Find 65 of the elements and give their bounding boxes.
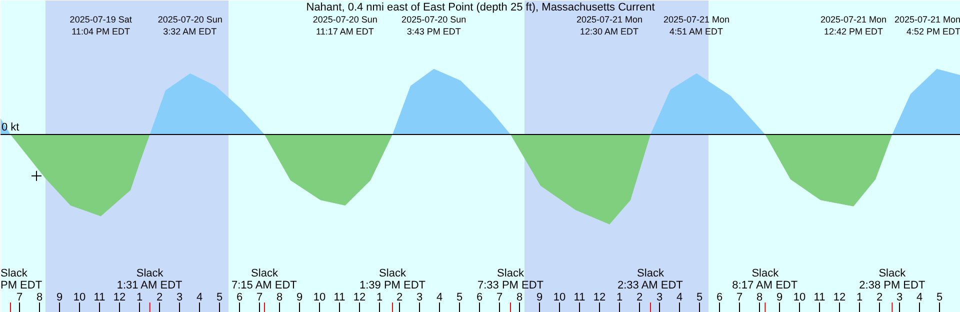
x-tick-label: 12 xyxy=(833,292,846,304)
x-tick-label: 11 xyxy=(94,292,106,304)
annotation: Slack 1:39 PM EDT xyxy=(359,268,426,292)
x-tick-label: 11 xyxy=(574,292,586,304)
x-tick-label: 8 xyxy=(276,292,283,304)
annotation: Slack 7:33 PM EDT xyxy=(477,268,544,292)
x-tick-label: 3 xyxy=(896,292,903,304)
x-tick-label: 1 xyxy=(616,292,623,304)
annotation: Slack 1:31 AM EDT xyxy=(116,268,183,292)
text: 2025-07-21 Mon 12:42 PM EDT xyxy=(820,14,887,36)
text: 2025-07-19 Sat 11:04 PM EDT xyxy=(70,14,132,36)
x-tick-label: 5 xyxy=(216,292,223,304)
text: 2025-07-21 Mon 12:30 AM EDT xyxy=(576,14,643,36)
text: 2025-07-20 Sun 3:43 PM EDT xyxy=(402,14,466,36)
x-tick-label: 3 xyxy=(416,292,423,304)
x-tick-label: 5 xyxy=(936,292,943,304)
x-tick-label: 4 xyxy=(196,292,203,304)
x-tick-label: 2 xyxy=(876,292,883,304)
annotation: 0 kt xyxy=(2,122,20,134)
x-tick-label: 10 xyxy=(793,292,806,304)
x-tick-label: 4 xyxy=(676,292,683,304)
x-tick-label: 1 xyxy=(376,292,383,304)
x-tick-label: 2 xyxy=(156,292,163,304)
x-tick-label: 9 xyxy=(296,292,303,304)
x-tick-label: 2 xyxy=(636,292,643,304)
x-tick-label: 8 xyxy=(36,292,43,304)
text: 2025-07-21 Mon 4:51 AM EDT xyxy=(663,14,730,36)
x-tick-label: 9 xyxy=(776,292,783,304)
x-tick-label: 3 xyxy=(176,292,183,304)
x-tick-label: 2 xyxy=(396,292,403,304)
text: 2025-07-20 Sun 3:32 AM EDT xyxy=(158,14,222,36)
x-tick-label: 6 xyxy=(236,292,243,304)
x-tick-label: 8 xyxy=(756,292,763,304)
annotation: Slack 2:38 PM EDT xyxy=(859,268,926,292)
x-tick-label: 10 xyxy=(313,292,326,304)
x-tick-label: 7 xyxy=(496,292,503,304)
x-tick-label: 11 xyxy=(814,292,826,304)
x-tick-label: 8 xyxy=(516,292,523,304)
annotation: Slack 2:33 AM EDT xyxy=(617,268,684,292)
x-tick-label: 6 xyxy=(716,292,723,304)
x-tick-label: 7 xyxy=(16,292,23,304)
annotation: Slack 8:17 AM EDT xyxy=(732,268,798,292)
text: 2025-07-21 Mon 4:52 PM EDT xyxy=(894,14,960,36)
chart-title: Nahant, 0.4 nmi east of East Point (depth 25 ft), Massachusetts Current xyxy=(306,2,655,14)
x-tick-label: 10 xyxy=(553,292,566,304)
text: 2025-07-20 Sun 11:17 AM EDT xyxy=(312,14,378,36)
x-tick-label: 10 xyxy=(73,292,86,304)
x-tick-label: 6 xyxy=(476,292,483,304)
x-tick-label: 7 xyxy=(256,292,263,304)
text: Slack PM EDT xyxy=(0,268,42,292)
x-tick-label: 9 xyxy=(536,292,543,304)
x-tick-label: 5 xyxy=(456,292,463,304)
x-tick-label: 12 xyxy=(353,292,366,304)
x-tick-label: 12 xyxy=(593,292,606,304)
x-tick-label: 1 xyxy=(856,292,863,304)
x-tick-label: 1 xyxy=(136,292,143,304)
x-tick-label: 7 xyxy=(736,292,743,304)
x-tick-label: 4 xyxy=(916,292,923,304)
x-tick-label: 12 xyxy=(113,292,126,304)
x-tick-label: 5 xyxy=(696,292,703,304)
x-tick-label: 3 xyxy=(656,292,663,304)
x-tick-label: 9 xyxy=(56,292,63,304)
annotation: Slack 7:15 AM EDT xyxy=(231,268,298,292)
x-tick-label: 11 xyxy=(334,292,346,304)
x-tick-label: 4 xyxy=(436,292,443,304)
